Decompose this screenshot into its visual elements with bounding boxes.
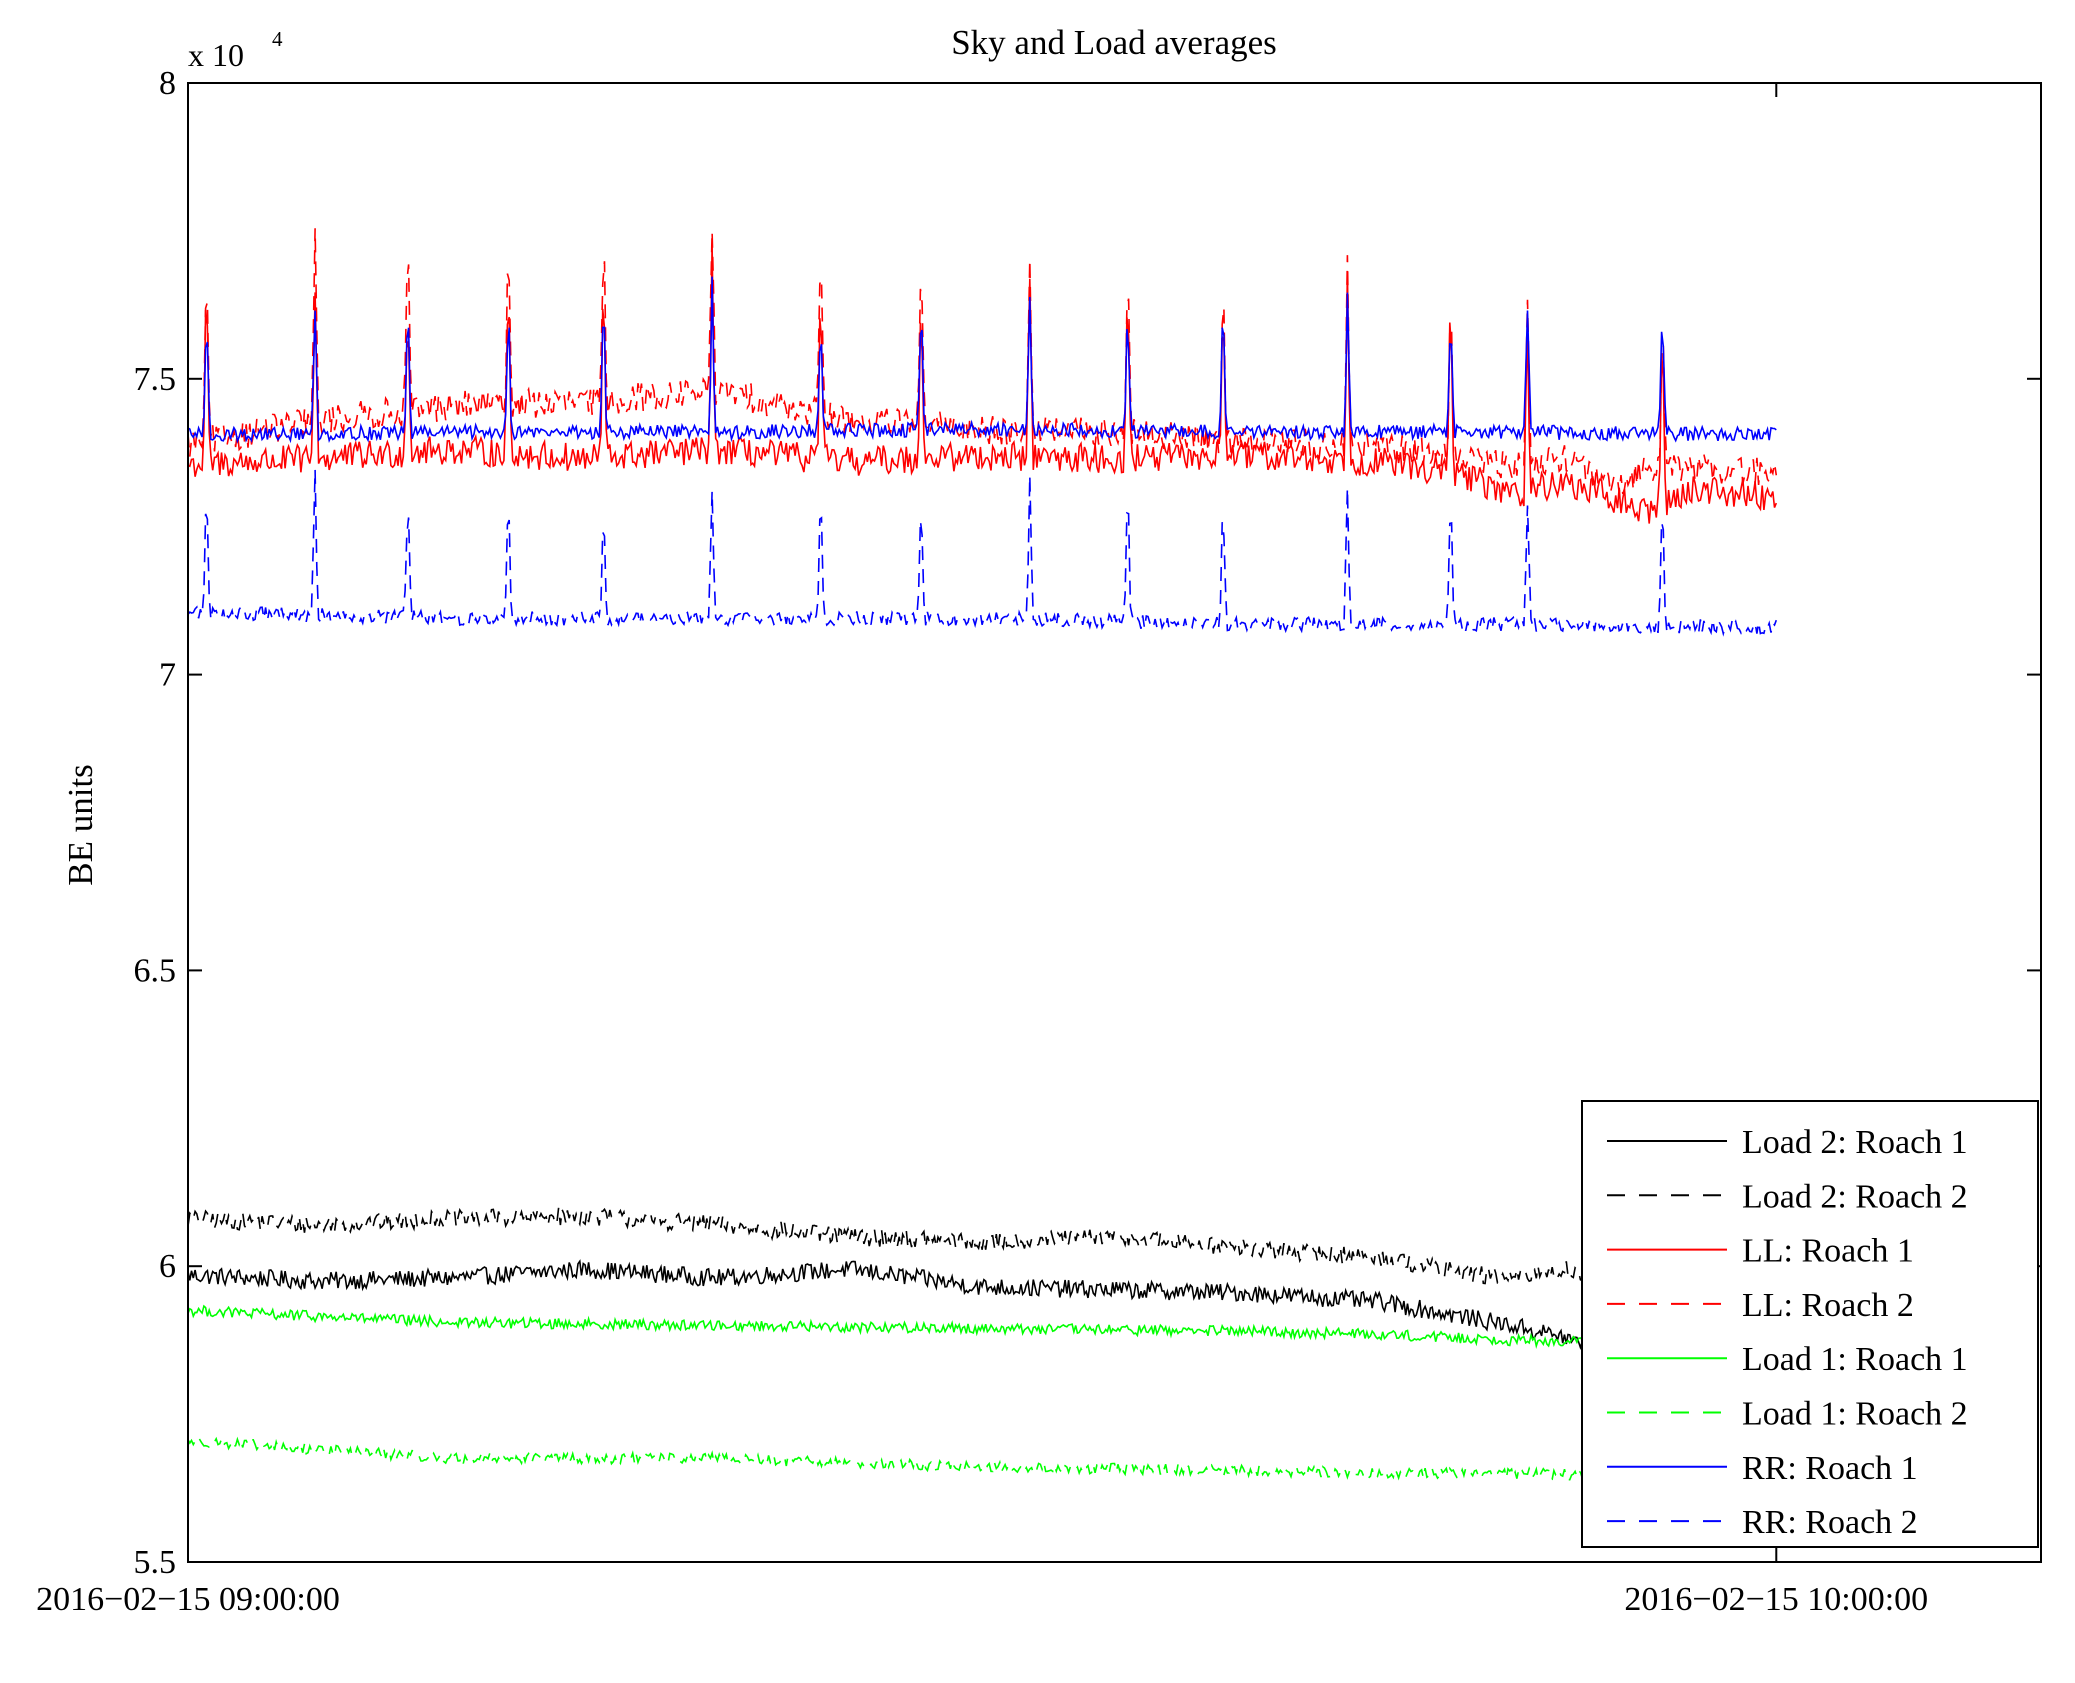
y-tick-label: 5.5 <box>134 1544 177 1581</box>
x-tick-label: 2016−02−15 09:00:00 <box>36 1581 340 1618</box>
y-tick-label: 7 <box>159 657 176 694</box>
legend-label-rr-roach-1: RR: Roach 1 <box>1742 1450 1918 1487</box>
legend-label-load-1-roach-2: Load 1: Roach 2 <box>1742 1396 1968 1433</box>
series-line-load-1-roach-1 <box>187 1304 1777 1353</box>
series-line-ll-roach-2 <box>187 228 1778 495</box>
y-tick-label: 7.5 <box>134 361 177 398</box>
legend: Load 2: Roach 1 Load 2: Roach 2 LL: Roach … <box>1581 1100 2039 1548</box>
legend-label-ll-roach-1: LL: Roach 1 <box>1742 1233 1914 1270</box>
legend-label-load-2-roach-2: Load 2: Roach 2 <box>1742 1178 1968 1215</box>
series-line-ll-roach-1 <box>187 244 1778 524</box>
legend-label-rr-roach-2: RR: Roach 2 <box>1742 1504 1918 1541</box>
legend-label-load-1-roach-1: Load 1: Roach 1 <box>1742 1341 1968 1378</box>
legend-label-load-2-roach-1: Load 2: Roach 1 <box>1742 1124 1968 1161</box>
axis-ticks: 5.5 6 6.5 7 7.5 8 2016−02−15 09:00:00 2016−02−1… <box>36 65 2041 1618</box>
chart-title: Sky and Load averages <box>951 23 1277 62</box>
series-line-load-2-roach-2 <box>187 1206 1777 1302</box>
y-tick-label: 6 <box>159 1248 176 1285</box>
y-tick-label: 8 <box>159 65 176 102</box>
series-line-load-2-roach-1 <box>187 1259 1778 1368</box>
axes-box <box>187 82 2042 1563</box>
y-exponent: x 10 4 <box>188 27 283 73</box>
legend-label-ll-roach-2: LL: Roach 2 <box>1742 1287 1914 1324</box>
y-exponent-power: 4 <box>272 27 283 51</box>
series-line-rr-roach-2 <box>187 469 1778 637</box>
series-line-rr-roach-1 <box>187 276 1777 444</box>
x-tick-label: 2016−02−15 10:00:00 <box>1624 1581 1928 1618</box>
y-tick-label: 6.5 <box>134 952 177 989</box>
plot-series <box>187 228 1778 1486</box>
legend-box <box>1581 1100 2039 1548</box>
y-axis-label: BE units <box>61 764 100 886</box>
y-exponent-base: x 10 <box>188 37 244 73</box>
series-line-load-1-roach-2 <box>187 1436 1778 1486</box>
